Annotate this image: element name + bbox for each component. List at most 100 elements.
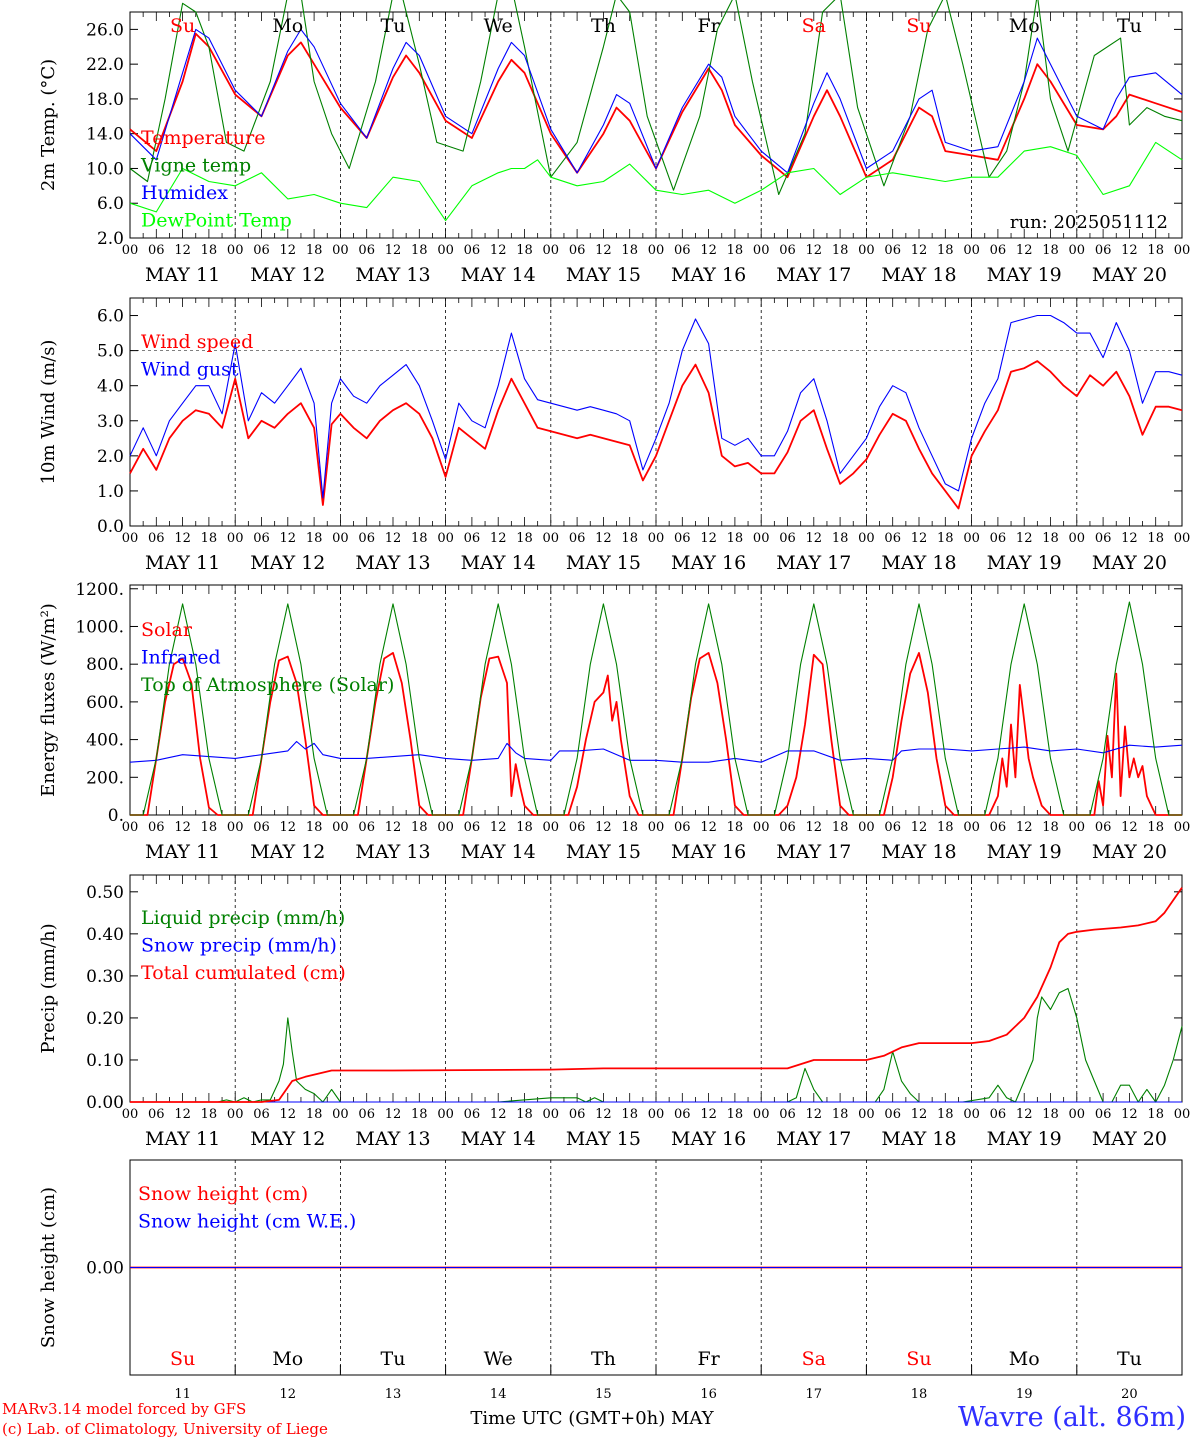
hour-tick-label: 06 xyxy=(674,820,691,835)
model-credit: MARv3.14 model forced by GFS xyxy=(2,1400,247,1418)
y-axis-label: Snow height (cm) xyxy=(38,1187,59,1348)
hour-tick-label: 00 xyxy=(122,531,139,546)
hour-tick-label: 18 xyxy=(1042,243,1059,258)
hour-tick-label: 06 xyxy=(148,531,165,546)
day-number: 16 xyxy=(700,1387,717,1402)
hour-tick-label: 18 xyxy=(727,1107,744,1122)
y-tick-label: 0. xyxy=(108,806,124,826)
date-label: MAY 11 xyxy=(145,552,220,574)
panel-1: 2.0 6.0 10.0 14.0 18.0 22.0 26.0 2m Temp. (°C) T… xyxy=(38,0,1190,286)
hour-tick-label: 18 xyxy=(832,531,849,546)
hour-tick-label: 12 xyxy=(806,243,823,258)
hour-tick-label: 00 xyxy=(1069,820,1086,835)
hour-tick-label: 18 xyxy=(832,820,849,835)
hour-tick-label: 00 xyxy=(648,243,665,258)
legend-entry: Wind speed xyxy=(141,331,253,353)
hour-tick-label: 12 xyxy=(385,243,402,258)
day-name: Su xyxy=(170,15,195,37)
day-name: Sa xyxy=(802,15,826,37)
hour-tick-label: 12 xyxy=(1121,243,1138,258)
date-label: MAY 18 xyxy=(881,552,956,574)
date-label: MAY 16 xyxy=(671,1128,746,1150)
y-axis-label: Energy fluxes (W/m²) xyxy=(38,603,59,797)
date-label: MAY 15 xyxy=(566,264,641,286)
hour-tick-label: 00 xyxy=(332,820,349,835)
day-name: Sa xyxy=(802,1348,826,1370)
hour-tick-label: 18 xyxy=(306,820,323,835)
hour-tick-label: 12 xyxy=(595,820,612,835)
date-label: MAY 14 xyxy=(461,552,536,574)
hour-tick-label: 06 xyxy=(990,531,1007,546)
hour-tick-label: 12 xyxy=(490,820,507,835)
panel-5: 0.00 Snow height (cm) Snow height (cm) Snow… xyxy=(38,1159,1183,1402)
hour-tick-label: 12 xyxy=(174,531,191,546)
panel-4: 0.00 0.10 0.20 0.30 0.40 0.50 Precip (mm/h) Liq… xyxy=(38,874,1190,1150)
y-tick-label: 6.0 xyxy=(97,307,124,327)
hour-tick-label: 18 xyxy=(621,243,638,258)
hour-tick-label: 00 xyxy=(1069,243,1086,258)
hour-tick-label: 00 xyxy=(543,531,560,546)
hour-tick-label: 12 xyxy=(911,243,928,258)
y-tick-label: 1.0 xyxy=(97,482,124,502)
hour-tick-label: 06 xyxy=(253,531,270,546)
hour-tick-label: 00 xyxy=(858,820,875,835)
hour-tick-label: 00 xyxy=(648,820,665,835)
hour-tick-label: 18 xyxy=(1147,531,1164,546)
hour-tick-label: 06 xyxy=(1095,1107,1112,1122)
hour-tick-label: 18 xyxy=(832,243,849,258)
hour-tick-label: 18 xyxy=(832,1107,849,1122)
y-tick-label: 0.10 xyxy=(86,1051,124,1071)
hour-tick-label: 06 xyxy=(674,243,691,258)
series-line xyxy=(130,887,1183,1103)
y-axis-label: 10m Wind (m/s) xyxy=(38,340,59,485)
day-name: Mo xyxy=(272,1348,303,1370)
hour-tick-label: 00 xyxy=(543,820,560,835)
hour-tick-label: 12 xyxy=(280,243,297,258)
date-label: MAY 15 xyxy=(566,841,641,863)
date-label: MAY 12 xyxy=(250,841,325,863)
date-label: MAY 18 xyxy=(881,841,956,863)
hour-tick-label: 06 xyxy=(464,243,481,258)
hour-tick-label: 12 xyxy=(1121,531,1138,546)
hour-tick-label: 12 xyxy=(280,1107,297,1122)
hour-tick-label: 06 xyxy=(779,531,796,546)
hour-tick-label: 06 xyxy=(253,243,270,258)
hour-tick-label: 06 xyxy=(990,1107,1007,1122)
hour-tick-label: 00 xyxy=(963,243,980,258)
legend-entry: Total cumulated (cm) xyxy=(141,962,346,984)
y-tick-label: 0.0 xyxy=(97,517,124,537)
hour-tick-label: 00 xyxy=(753,820,770,835)
hour-tick-label: 18 xyxy=(516,243,533,258)
hour-tick-label: 00 xyxy=(227,243,244,258)
date-label: MAY 12 xyxy=(250,264,325,286)
date-label: MAY 18 xyxy=(881,264,956,286)
hour-tick-label: 00 xyxy=(648,1107,665,1122)
y-tick-label: 0.40 xyxy=(86,925,124,945)
hour-tick-label: 12 xyxy=(700,1107,717,1122)
legend-entry: Solar xyxy=(141,619,193,641)
legend-entry: DewPoint Temp xyxy=(141,210,292,232)
hour-tick-label: 12 xyxy=(1016,243,1033,258)
day-number: 11 xyxy=(174,1387,191,1402)
hour-tick-label: 06 xyxy=(464,1107,481,1122)
hour-tick-label: 06 xyxy=(569,1107,586,1122)
date-label: MAY 14 xyxy=(461,841,536,863)
hour-tick-label: 06 xyxy=(779,820,796,835)
hour-tick-label: 00 xyxy=(227,531,244,546)
date-label: MAY 15 xyxy=(566,1128,641,1150)
hour-tick-label: 12 xyxy=(490,1107,507,1122)
hour-tick-label: 06 xyxy=(1095,243,1112,258)
y-tick-label: 0.20 xyxy=(86,1009,124,1029)
hour-tick-label: 00 xyxy=(753,531,770,546)
date-label: MAY 19 xyxy=(987,1128,1062,1150)
legend-entry: Snow height (cm W.E.) xyxy=(138,1211,356,1233)
hour-tick-label: 12 xyxy=(280,531,297,546)
hour-tick-label: 18 xyxy=(516,531,533,546)
hour-tick-label: 00 xyxy=(437,531,454,546)
y-tick-label: 800. xyxy=(86,655,124,675)
hour-tick-label: 12 xyxy=(911,1107,928,1122)
hour-tick-label: 18 xyxy=(727,531,744,546)
y-tick-label: 600. xyxy=(86,693,124,713)
legend-entry: Snow height (cm) xyxy=(138,1183,308,1205)
hour-tick-label: 18 xyxy=(1147,820,1164,835)
